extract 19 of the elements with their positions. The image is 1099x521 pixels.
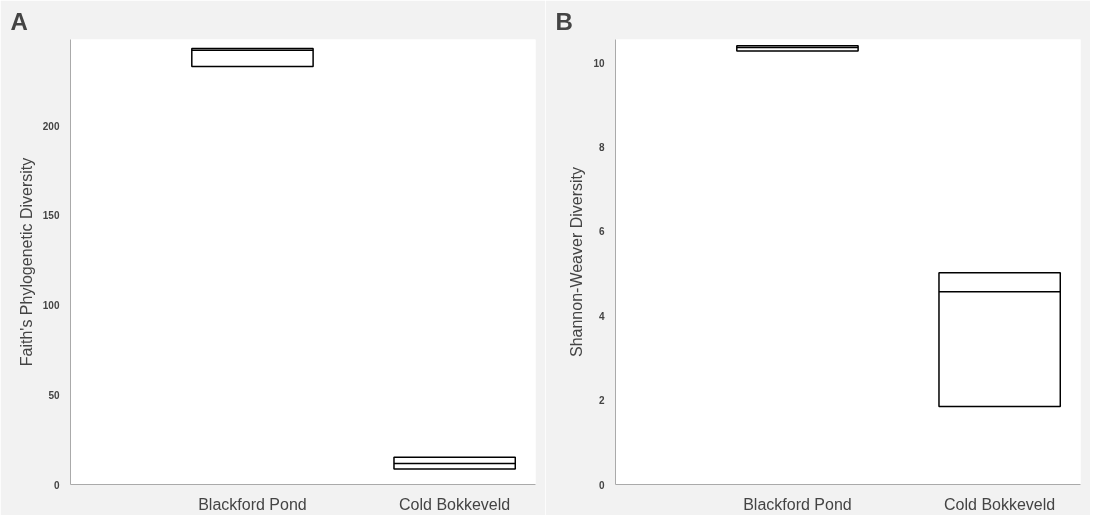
x-tick-label: Blackford Pond	[198, 495, 307, 513]
y-tick-label: 150	[42, 210, 60, 222]
chart-title: A	[10, 7, 28, 35]
y-axis-title: Shannon-Weaver Diversity	[568, 166, 586, 357]
y-tick-label: 50	[48, 389, 60, 401]
y-tick-label: 0	[53, 479, 60, 491]
y-axis-title: Faith's Phylogenetic Diversity	[17, 157, 35, 367]
y-tick-label: 2	[598, 395, 605, 407]
chart-title: B	[555, 7, 573, 35]
y-tick-label: 8	[598, 142, 605, 154]
y-tick-label: 4	[598, 310, 605, 322]
x-tick-label: Blackford Pond	[743, 495, 852, 513]
y-tick-label: 200	[42, 120, 60, 132]
y-tick-label: 100	[42, 300, 60, 312]
x-tick-label: Cold Bokkeveld	[944, 495, 1056, 513]
y-tick-label: 0	[598, 479, 605, 491]
x-tick-label: Cold Bokkeveld	[399, 495, 511, 513]
y-tick-label: 6	[598, 226, 605, 238]
y-tick-label: 10	[593, 57, 605, 69]
